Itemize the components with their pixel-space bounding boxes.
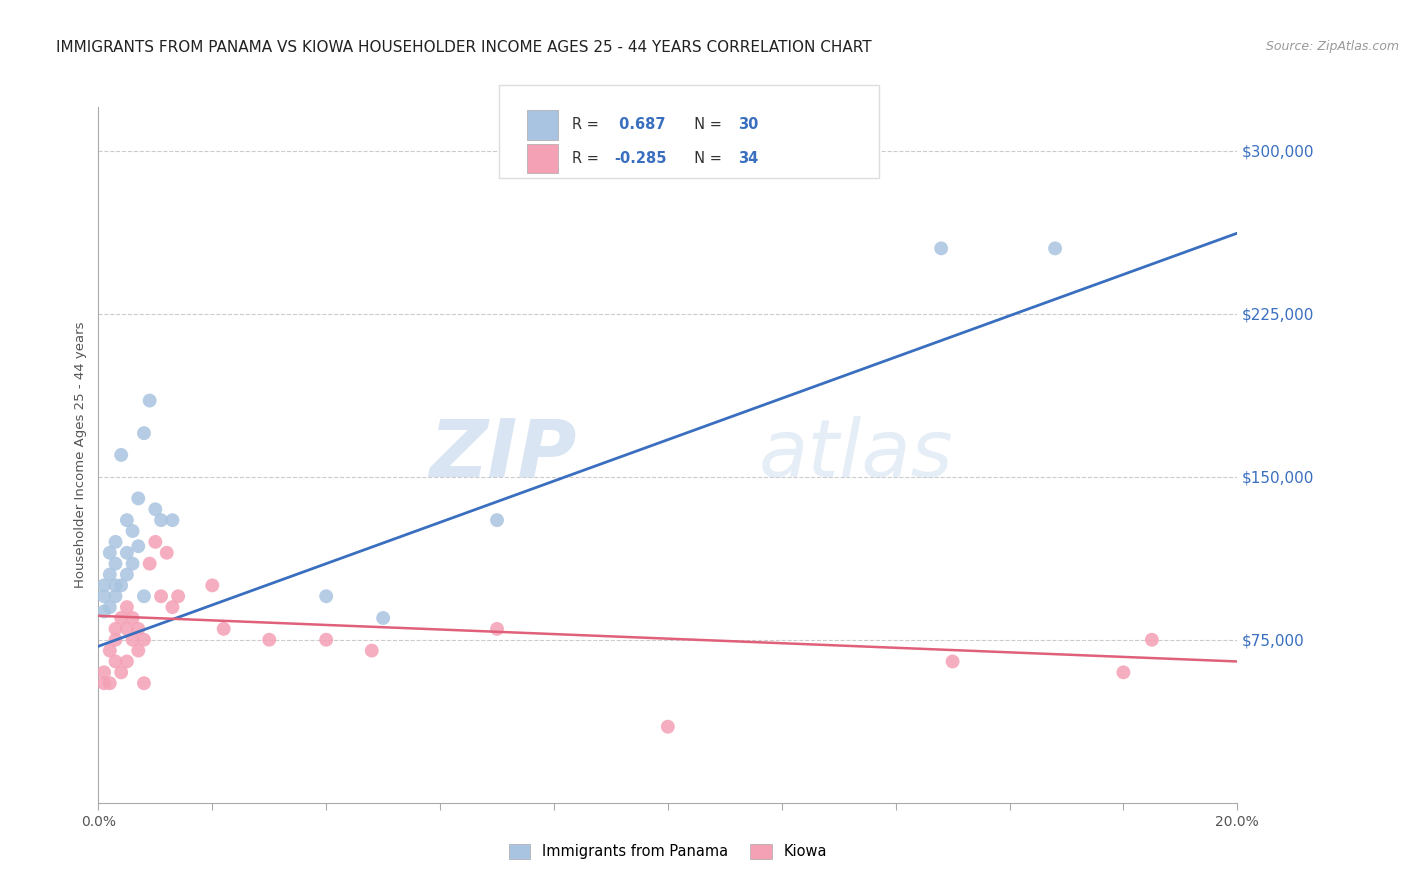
Text: N =: N = — [685, 117, 727, 132]
Point — [138, 557, 160, 571]
Point — [167, 589, 190, 603]
Point — [145, 534, 167, 549]
Point — [104, 578, 127, 592]
Point — [115, 600, 138, 615]
Point — [98, 643, 121, 657]
Point — [132, 589, 155, 603]
Point — [115, 655, 138, 669]
Point — [104, 655, 127, 669]
Point — [127, 539, 149, 553]
Point — [115, 546, 138, 560]
Text: -0.285: -0.285 — [614, 151, 666, 166]
Point — [121, 524, 143, 538]
Y-axis label: Householder Income Ages 25 - 44 years: Householder Income Ages 25 - 44 years — [75, 322, 87, 588]
Point — [93, 676, 115, 690]
Point — [212, 622, 235, 636]
Point — [104, 589, 127, 603]
Point — [127, 643, 149, 657]
Point — [98, 567, 121, 582]
Point — [373, 611, 395, 625]
Text: atlas: atlas — [759, 416, 953, 494]
Point — [115, 622, 138, 636]
Point — [315, 589, 337, 603]
Text: R =: R = — [572, 151, 603, 166]
Point — [127, 622, 149, 636]
Point — [1043, 241, 1066, 255]
Point — [162, 600, 184, 615]
Text: R =: R = — [572, 117, 603, 132]
Point — [132, 676, 155, 690]
Point — [486, 622, 509, 636]
Point — [942, 655, 965, 669]
Point — [110, 611, 132, 625]
Point — [1112, 665, 1135, 680]
Point — [138, 393, 160, 408]
Text: 0.687: 0.687 — [614, 117, 666, 132]
Point — [657, 720, 679, 734]
Point — [132, 632, 155, 647]
Point — [110, 578, 132, 592]
Point — [162, 513, 184, 527]
Point — [486, 513, 509, 527]
Point — [110, 448, 132, 462]
Point — [93, 589, 115, 603]
Point — [145, 502, 167, 516]
Point — [315, 632, 337, 647]
Point — [929, 241, 952, 255]
Text: IMMIGRANTS FROM PANAMA VS KIOWA HOUSEHOLDER INCOME AGES 25 - 44 YEARS CORRELATIO: IMMIGRANTS FROM PANAMA VS KIOWA HOUSEHOL… — [56, 40, 872, 55]
Point — [110, 665, 132, 680]
Point — [132, 426, 155, 441]
Point — [93, 665, 115, 680]
Point — [115, 567, 138, 582]
Point — [360, 643, 382, 657]
Text: Source: ZipAtlas.com: Source: ZipAtlas.com — [1265, 40, 1399, 54]
Point — [156, 546, 179, 560]
Text: ZIP: ZIP — [429, 416, 576, 494]
Point — [150, 513, 173, 527]
Text: 34: 34 — [738, 151, 758, 166]
Text: 30: 30 — [738, 117, 758, 132]
Point — [104, 622, 127, 636]
Point — [1140, 632, 1163, 647]
Text: N =: N = — [685, 151, 727, 166]
Point — [121, 557, 143, 571]
Point — [121, 632, 143, 647]
Point — [127, 491, 149, 506]
Point — [104, 534, 127, 549]
Point — [98, 600, 121, 615]
Point — [98, 546, 121, 560]
Point — [259, 632, 281, 647]
Point — [93, 578, 115, 592]
Point — [201, 578, 224, 592]
Legend: Immigrants from Panama, Kiowa: Immigrants from Panama, Kiowa — [503, 838, 832, 865]
Point — [104, 557, 127, 571]
Point — [98, 676, 121, 690]
Point — [150, 589, 173, 603]
Point — [93, 605, 115, 619]
Point — [121, 611, 143, 625]
Point — [115, 513, 138, 527]
Point — [104, 632, 127, 647]
